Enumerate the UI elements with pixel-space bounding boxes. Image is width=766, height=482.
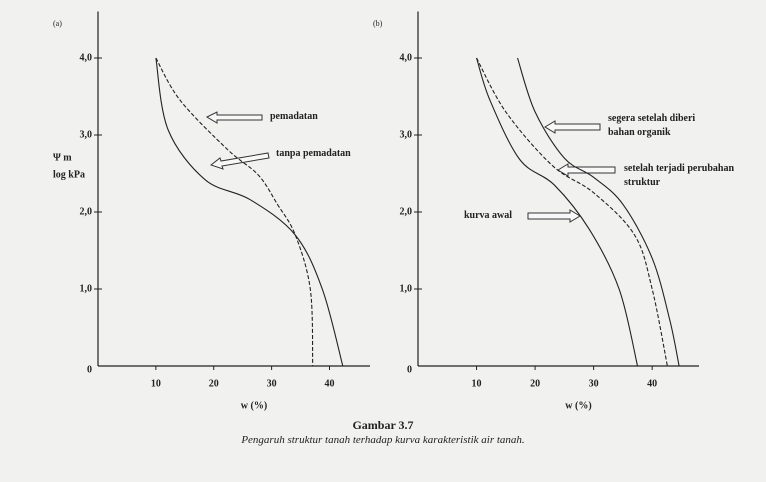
- arrow: [527, 209, 581, 223]
- panel-label: (a): [53, 19, 62, 28]
- line: [516, 57, 680, 367]
- series-label: pemadatan: [270, 111, 318, 122]
- line: [155, 57, 344, 367]
- caption-title: Gambar 3.7: [352, 418, 414, 432]
- y-tick-label: 1,0: [400, 283, 413, 294]
- arrow: [205, 111, 263, 124]
- series-label: kurva awal: [464, 210, 513, 221]
- line: [476, 57, 668, 367]
- y-tick-label: 1,0: [80, 283, 93, 294]
- x-tick-label: 10: [151, 378, 161, 389]
- y-axis-label: Ψ m: [53, 152, 72, 163]
- series-label: setelah terjadi perubahan struktur: [624, 163, 734, 188]
- caption-text: Pengaruh struktur tanah terhadap kurva k…: [241, 434, 525, 446]
- arrow: [557, 163, 616, 177]
- x-tick-label: 10: [472, 378, 482, 389]
- y-tick-label: 3,0: [80, 129, 93, 140]
- y-tick-label: 0: [407, 364, 412, 375]
- line: [476, 57, 639, 367]
- arrow: [209, 152, 270, 170]
- y-tick-label: 2,0: [400, 206, 413, 217]
- x-axis-label: w (%): [565, 400, 591, 411]
- y-axis-label: log kPa: [53, 169, 85, 180]
- x-tick-label: 30: [589, 378, 599, 389]
- line: [155, 57, 314, 367]
- x-tick-label: 30: [267, 378, 277, 389]
- arrow: [544, 120, 601, 134]
- y-tick-label: 4,0: [400, 52, 413, 63]
- arrows: [205, 111, 616, 223]
- y-tick-label: 2,0: [80, 206, 93, 217]
- y-tick-label: 3,0: [400, 129, 413, 140]
- x-tick-label: 40: [324, 378, 334, 389]
- x-tick-label: 20: [209, 378, 219, 389]
- series-label: segera setelah diberi bahan organik: [608, 113, 696, 138]
- x-tick-label: 20: [530, 378, 540, 389]
- y-tick-label: 4,0: [80, 52, 93, 63]
- x-axis-label: w (%): [241, 400, 267, 411]
- panel-label: (b): [373, 19, 383, 28]
- series-label: tanpa pemadatan: [276, 148, 351, 159]
- y-tick-label: 0: [87, 364, 92, 375]
- x-tick-label: 40: [647, 378, 657, 389]
